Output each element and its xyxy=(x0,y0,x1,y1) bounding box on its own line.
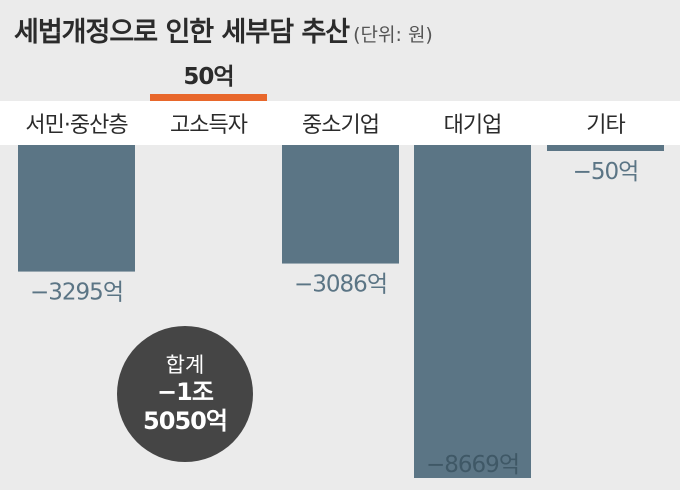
bar-4 xyxy=(547,145,664,151)
chart-title-text: 세법개정으로 인한 세부담 추산 xyxy=(14,17,350,48)
value-label-1: 50억 xyxy=(183,64,233,90)
bar-1 xyxy=(150,94,267,101)
total-value-billion: 5050억 xyxy=(143,407,228,435)
chart-title: 세법개정으로 인한 세부담 추산 (단위: 원) xyxy=(14,10,433,49)
category-label-1: 고소득자 xyxy=(170,113,248,138)
category-label-4: 기타 xyxy=(586,113,625,138)
total-value-trillion: −1조 xyxy=(157,378,214,406)
category-band xyxy=(0,101,680,145)
bar-0 xyxy=(18,145,135,272)
unit-label: (단위: 원) xyxy=(353,24,433,46)
value-label-4: −50억 xyxy=(573,159,639,185)
total-badge: 합계 −1조 5050억 xyxy=(117,326,253,462)
category-label-3: 대기업 xyxy=(444,113,502,138)
value-label-2: −3086억 xyxy=(294,272,387,298)
category-label-0: 서민·중산층 xyxy=(25,113,128,138)
value-label-3: −8669억 xyxy=(426,452,519,478)
total-label: 합계 xyxy=(165,353,205,377)
category-label-2: 중소기업 xyxy=(302,113,379,138)
value-label-0: −3295억 xyxy=(30,280,123,306)
bar-2 xyxy=(282,145,399,264)
bar-3 xyxy=(414,145,531,478)
